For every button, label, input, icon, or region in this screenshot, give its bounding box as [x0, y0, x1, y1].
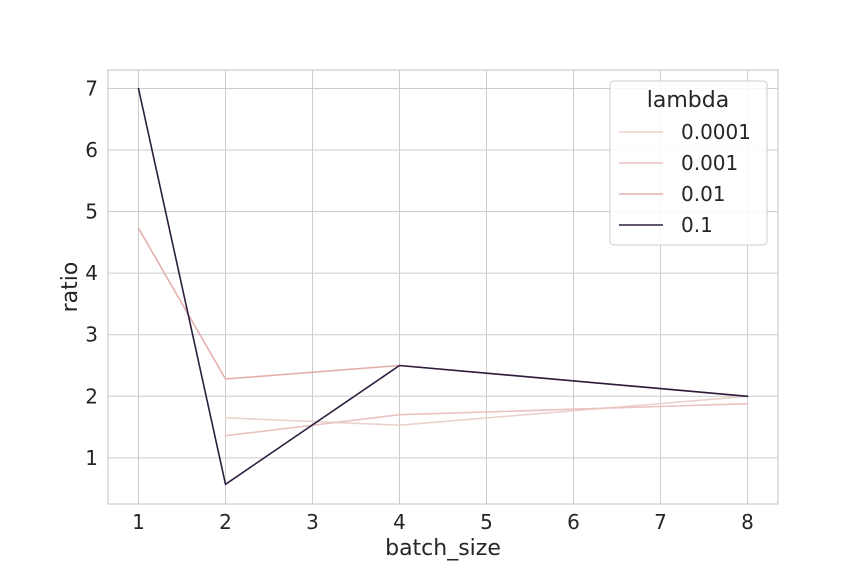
y-tick-label: 4: [85, 261, 98, 285]
series-line-0-001: [224, 402, 749, 437]
y-axis-title: ratio: [58, 262, 83, 313]
y-tick-label: 1: [85, 446, 98, 470]
y-tick-label: 7: [85, 76, 98, 100]
series-line-0-1: [137, 87, 749, 486]
legend: lambda 0.0001 0.001 0.01 0.1: [609, 80, 768, 246]
x-tick-label: 3: [306, 510, 319, 534]
y-tick-label: 5: [85, 200, 98, 224]
series-line-0-0001: [224, 395, 749, 427]
x-tick-label: 5: [480, 510, 493, 534]
legend-label-0-1: 0.1: [681, 213, 713, 237]
x-tick-label: 7: [654, 510, 667, 534]
y-tick-label: 3: [85, 323, 98, 347]
x-tick-label: 4: [393, 510, 406, 534]
series-lines: [137, 87, 749, 486]
y-tick-labels: 1 2 3 4 5 6 7: [85, 76, 98, 469]
x-tick-label: 2: [219, 510, 232, 534]
legend-title: lambda: [647, 88, 729, 113]
legend-label-0-01: 0.01: [681, 182, 726, 206]
legend-box: [609, 80, 768, 246]
x-tick-label: 6: [567, 510, 580, 534]
x-axis-title: batch_size: [385, 536, 501, 561]
x-tick-label: 1: [132, 510, 145, 534]
x-tick-label: 8: [741, 510, 754, 534]
y-tick-label: 6: [85, 138, 98, 162]
legend-label-0-001: 0.001: [681, 151, 738, 175]
y-tick-label: 2: [85, 384, 98, 408]
plot-frame: [107, 69, 779, 505]
x-tick-labels: 1 2 3 4 5 6 7 8: [132, 510, 754, 534]
legend-label-0-0001: 0.0001: [681, 120, 751, 144]
